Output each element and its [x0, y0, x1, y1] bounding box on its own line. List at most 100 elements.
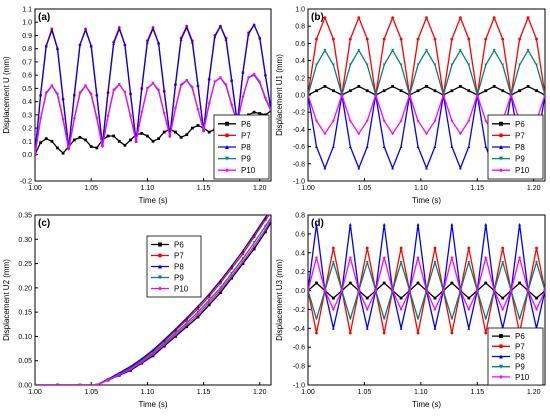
data-point-p9: [269, 216, 271, 219]
data-point-p9: [391, 48, 395, 52]
data-point-p10: [484, 119, 488, 123]
data-point-p10: [323, 289, 327, 292]
data-point-p7: [331, 246, 335, 250]
data-point-p6: [196, 124, 200, 127]
data-point-p10: [179, 83, 183, 86]
x-tick-label: 1.00: [28, 389, 42, 396]
data-point-p8: [433, 326, 437, 330]
data-point-p8: [185, 26, 189, 29]
chart-panel-4: 1.00 1.05 1.10 1.15 1.20 -1.0 -0.8 -0.6 -0.4 -0.2…: [275, 213, 546, 409]
data-point-p10: [433, 308, 437, 311]
data-point-p10: [391, 289, 395, 292]
x-tick-label: 1.10: [141, 389, 155, 396]
x-tick-label: 1.05: [358, 185, 372, 192]
data-point-p7: [535, 37, 538, 41]
data-point-p8: [145, 40, 149, 44]
y-tick-label: 0.8: [22, 46, 32, 53]
legend-swatch-marker: [499, 364, 503, 369]
data-point-p8: [433, 145, 437, 148]
legend-label-p7: P7: [515, 131, 525, 140]
y-tick-label: -0.8: [293, 161, 305, 168]
x-tick-label: 1.05: [84, 185, 98, 192]
data-point-p8: [140, 357, 144, 361]
x-axis-label: Time (s): [412, 400, 441, 409]
data-point-p10: [106, 114, 110, 118]
data-point-p6: [84, 138, 87, 142]
data-point-p10: [348, 256, 352, 259]
data-point-p9: [501, 260, 505, 264]
data-point-p8: [365, 145, 369, 148]
data-point-p10: [467, 308, 471, 311]
data-point-p8: [263, 216, 267, 219]
data-point-p10: [442, 289, 445, 292]
data-point-p6: [518, 89, 522, 93]
data-point-p10: [399, 119, 403, 123]
data-point-p7: [416, 331, 420, 335]
data-point-p10: [509, 93, 513, 97]
data-point-p10: [61, 117, 65, 121]
data-point-p8: [518, 223, 522, 226]
data-point-p8: [365, 326, 369, 330]
data-point-p10: [263, 96, 267, 100]
y-tick-label: -1.0: [293, 179, 305, 186]
data-point-p6: [112, 134, 116, 138]
legend-label-p10: P10: [241, 166, 256, 175]
data-point-p9: [416, 63, 420, 67]
data-point-p9: [535, 63, 538, 67]
data-point-p10: [196, 108, 200, 111]
data-point-p6: [467, 296, 471, 300]
data-point-p10: [340, 289, 344, 292]
data-point-p10: [95, 383, 99, 385]
data-point-p10: [331, 308, 335, 311]
data-point-p10: [258, 80, 262, 84]
data-point-p9: [399, 63, 403, 67]
panel-label: (d): [311, 218, 324, 229]
data-point-p8: [450, 145, 454, 148]
legend-label-p10: P10: [515, 166, 530, 175]
data-point-p8: [162, 338, 166, 342]
data-point-p8: [174, 83, 177, 86]
y-tick-label: 0.6: [295, 41, 305, 48]
data-point-p7: [382, 37, 386, 41]
data-point-p6: [61, 151, 65, 155]
data-point-p8: [230, 264, 234, 268]
y-tick-label: 0.4: [22, 99, 32, 106]
data-point-p6: [365, 89, 369, 93]
chart-panel-3: 1.00 1.05 1.10 1.15 1.20 0.00 0.05 0.10 0.15 0.20…: [2, 213, 272, 409]
data-point-p6: [458, 85, 462, 88]
data-point-p7: [501, 37, 505, 41]
y-tick-label: 0.35: [18, 213, 32, 220]
data-point-p8: [123, 43, 127, 47]
y-tick-label: 0.4: [295, 58, 305, 65]
data-point-p8: [399, 145, 403, 148]
x-tick-label: 1.05: [358, 389, 372, 396]
data-point-p6: [185, 325, 189, 329]
data-point-p9: [162, 341, 166, 345]
data-point-p10: [56, 92, 59, 96]
series-group: [35, 215, 271, 385]
data-point-p6: [190, 126, 194, 130]
data-point-p10: [241, 260, 245, 264]
data-point-p9: [484, 63, 488, 67]
data-point-p8: [252, 233, 256, 236]
data-point-p9: [526, 48, 530, 52]
data-point-p8: [263, 73, 267, 77]
data-point-p6: [263, 230, 267, 234]
legend-swatch-marker: [499, 344, 503, 349]
legend-label-p10: P10: [174, 285, 189, 294]
data-point-p6: [315, 281, 318, 285]
data-point-p8: [207, 77, 211, 81]
x-tick-label: 1.15: [197, 389, 211, 396]
data-point-p6: [89, 145, 93, 148]
legend-swatch-marker: [225, 168, 229, 173]
legend-swatch-marker: [499, 145, 503, 149]
plot-frame: [307, 214, 546, 386]
data-point-p8: [425, 166, 428, 170]
data-point-p6: [252, 110, 256, 114]
data-point-p6: [399, 89, 403, 93]
data-point-p10: [374, 93, 378, 97]
legend-swatch-marker: [158, 253, 162, 258]
data-point-p8: [106, 90, 110, 94]
y-tick-label: 0.25: [18, 261, 32, 268]
